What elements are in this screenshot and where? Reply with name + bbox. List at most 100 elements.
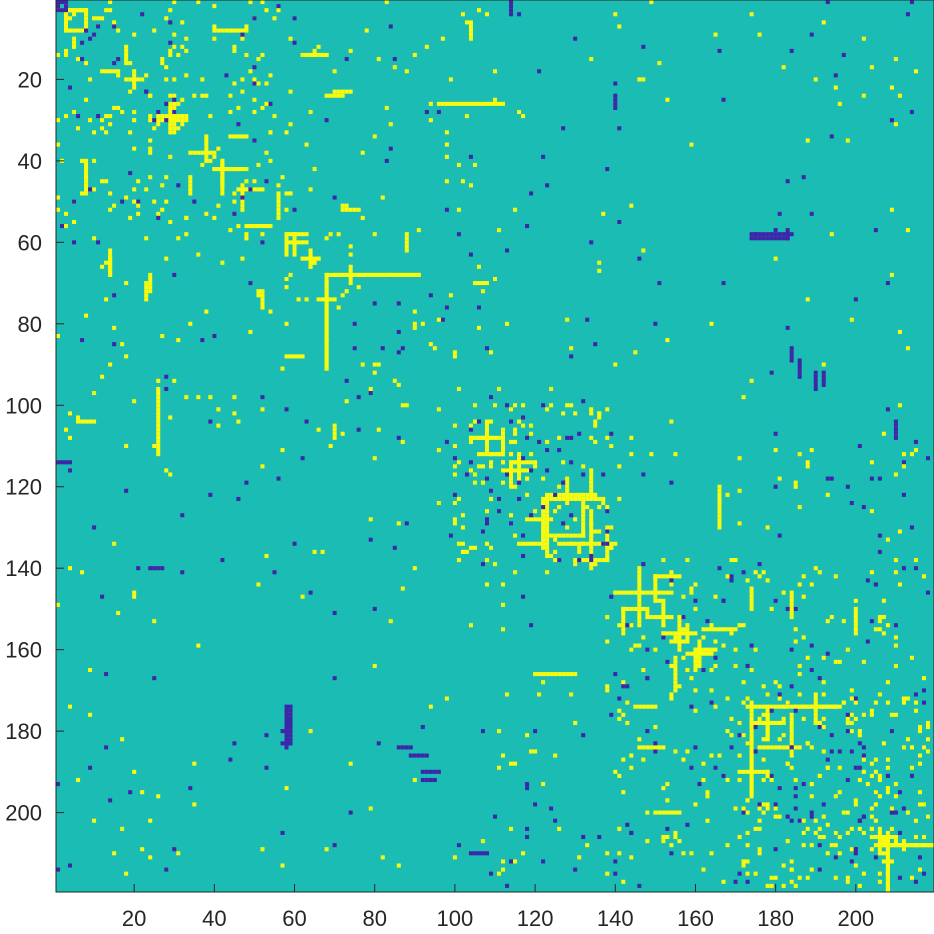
positive-cell-1980 — [869, 570, 874, 575]
negative-cell-2664 — [68, 863, 73, 868]
positive-cell-1489 — [861, 757, 866, 762]
positive-cell-1040 — [885, 834, 890, 840]
positive-cell-2264 — [308, 187, 313, 192]
positive-cell-1708 — [112, 20, 117, 25]
positive-cell-2635 — [364, 28, 369, 33]
negative-cell-2045 — [468, 154, 473, 159]
positive-cell-2421 — [773, 680, 778, 685]
negative-cell-2187 — [96, 240, 101, 245]
negative-cell-2302 — [533, 729, 538, 734]
positive-cell-1250 — [336, 232, 341, 237]
positive-cell-346 — [569, 492, 574, 497]
positive-cell-790 — [324, 305, 329, 310]
positive-cell-1381 — [264, 101, 269, 106]
negative-cell-1869 — [480, 562, 485, 567]
positive-cell-2601 — [68, 435, 73, 440]
negative-cell-1891 — [749, 643, 754, 648]
negative-cell-1139 — [893, 419, 898, 424]
negative-cell-2400 — [917, 855, 922, 860]
negative-cell-1110 — [156, 566, 161, 571]
positive-cell-555 — [749, 729, 754, 734]
positive-cell-2605 — [773, 256, 778, 261]
negative-cell-1436 — [857, 443, 862, 449]
positive-cell-1477 — [104, 297, 109, 302]
positive-cell-1719 — [637, 737, 642, 742]
positive-cell-1919 — [669, 570, 674, 575]
negative-cell-1175 — [404, 745, 409, 750]
positive-cell-1223 — [761, 737, 766, 742]
positive-cell-933 — [665, 631, 670, 636]
positive-cell-1599 — [893, 643, 898, 648]
positive-cell-764 — [284, 236, 289, 241]
positive-cell-164 — [252, 187, 257, 192]
positive-cell-2084 — [729, 631, 734, 636]
positive-cell-101 — [156, 448, 161, 453]
positive-cell-2529 — [637, 77, 642, 82]
negative-cell-2665 — [905, 12, 910, 17]
positive-cell-1414 — [384, 0, 389, 5]
positive-cell-867 — [573, 496, 578, 501]
negative-cell-2240 — [613, 81, 618, 86]
negative-cell-1165 — [781, 232, 786, 237]
positive-cell-2465 — [288, 191, 293, 196]
positive-cell-57 — [132, 81, 137, 86]
positive-cell-704 — [84, 187, 89, 192]
x-tick-label-1: 40 — [202, 906, 226, 931]
positive-cell-2174 — [833, 659, 838, 664]
positive-cell-1272 — [456, 207, 461, 212]
positive-cell-398 — [533, 541, 538, 546]
positive-cell-2299 — [597, 268, 602, 273]
positive-cell-2484 — [396, 863, 401, 868]
positive-cell-1486 — [861, 712, 866, 717]
positive-cell-1338 — [825, 822, 830, 827]
negative-cell-1169 — [789, 232, 794, 237]
negative-cell-1217 — [601, 472, 606, 477]
positive-cell-205 — [292, 252, 297, 257]
positive-cell-893 — [577, 541, 582, 546]
positive-cell-1354 — [737, 777, 742, 783]
positive-cell-1336 — [741, 863, 746, 868]
positive-cell-342 — [561, 492, 566, 497]
positive-cell-1941 — [797, 875, 802, 880]
positive-cell-1601 — [809, 745, 814, 750]
positive-cell-183 — [276, 195, 281, 200]
positive-cell-1887 — [597, 529, 602, 534]
positive-cell-2520 — [196, 395, 201, 400]
positive-cell-2576 — [497, 386, 502, 392]
positive-cell-1960 — [593, 419, 598, 424]
positive-cell-2661 — [805, 464, 810, 469]
positive-cell-984 — [749, 761, 754, 766]
positive-cell-1347 — [284, 191, 289, 196]
positive-cell-184 — [252, 224, 257, 229]
positive-cell-910 — [589, 566, 594, 571]
positive-cell-1514 — [509, 464, 514, 469]
negative-cell-1137 — [821, 382, 826, 387]
negative-cell-2197 — [164, 386, 169, 392]
positive-cell-1850 — [797, 672, 802, 677]
negative-cell-2046 — [789, 818, 794, 823]
positive-cell-886 — [589, 517, 594, 522]
negative-cell-2177 — [793, 794, 798, 799]
positive-cell-1814 — [773, 448, 778, 453]
x-tick-label-8: 180 — [757, 906, 794, 931]
x-tick-label-3: 80 — [362, 906, 386, 931]
positive-cell-690 — [84, 158, 89, 163]
positive-cell-2457 — [480, 839, 485, 844]
negative-cell-1575 — [889, 729, 894, 734]
positive-cell-1287 — [509, 513, 514, 518]
negative-cell-2610 — [921, 700, 926, 705]
positive-cell-1639 — [921, 802, 926, 807]
positive-cell-1914 — [737, 623, 742, 628]
negative-cell-1172 — [789, 350, 794, 355]
positive-cell-621 — [853, 606, 858, 611]
positive-cell-1281 — [284, 321, 289, 326]
positive-cell-171 — [260, 289, 265, 294]
negative-cell-1203 — [521, 533, 526, 538]
negative-cell-2630 — [525, 782, 530, 787]
positive-cell-645 — [877, 847, 882, 852]
positive-cell-51 — [132, 69, 137, 74]
positive-cell-1005 — [757, 720, 762, 725]
positive-cell-2145 — [609, 545, 614, 550]
negative-cell-1144 — [480, 851, 485, 856]
positive-cell-460 — [641, 606, 646, 611]
